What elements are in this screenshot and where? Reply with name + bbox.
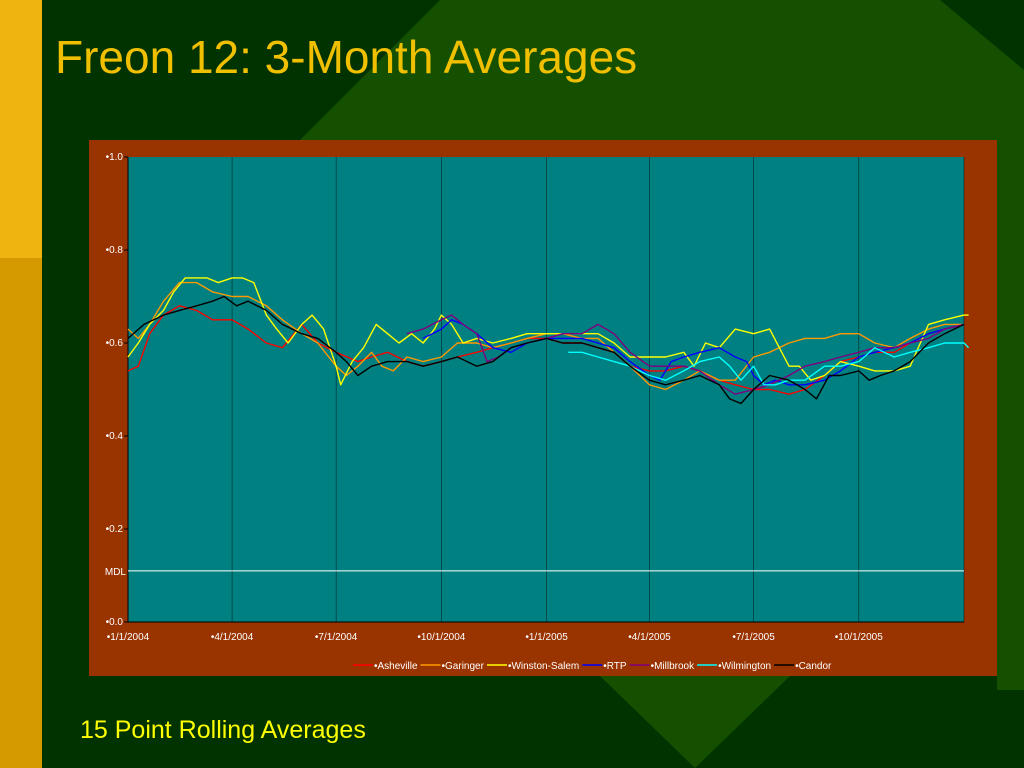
slide-subtitle: 15 Point Rolling Averages bbox=[80, 716, 366, 744]
background-triangle-right bbox=[997, 140, 1024, 690]
y-tick-label: •0.6 bbox=[106, 338, 124, 349]
series-line bbox=[127, 295, 965, 405]
x-tick-label: •1/1/2005 bbox=[525, 632, 568, 643]
x-tick-label: •1/1/2004 bbox=[107, 632, 150, 643]
x-tick-label: •7/1/2005 bbox=[732, 632, 775, 643]
x-tick-label: •7/1/2004 bbox=[315, 632, 358, 643]
left-bar-bottom bbox=[0, 258, 42, 768]
y-tick-label: •0.4 bbox=[106, 431, 124, 442]
background-triangle-corner bbox=[945, 0, 1024, 60]
chart-frame: •0.0 •0.2 •0.4 •0.6 •0.8 •1.0 •1/1/2004 •4/1/20… bbox=[89, 140, 997, 676]
y-tick-label: •0.2 bbox=[106, 524, 124, 535]
x-tick-label: •10/1/2004 bbox=[417, 632, 465, 643]
slide-title: Freon 12: 3-Month Averages bbox=[55, 31, 638, 83]
left-bar-top bbox=[0, 0, 42, 258]
legend-label: •Garinger bbox=[442, 661, 485, 672]
plot-area bbox=[128, 157, 964, 622]
legend-label: •Winston-Salem bbox=[508, 661, 579, 672]
legend-label: •RTP bbox=[603, 661, 627, 672]
series-line bbox=[568, 342, 970, 386]
legend-label: •Millbrook bbox=[651, 661, 696, 672]
series-line bbox=[406, 314, 965, 395]
x-tick-label: •10/1/2005 bbox=[835, 632, 883, 643]
series-line bbox=[127, 281, 964, 391]
series-line bbox=[127, 305, 965, 395]
x-tick-label: •4/1/2005 bbox=[628, 632, 671, 643]
y-tick-label: •1.0 bbox=[106, 152, 124, 163]
legend-label: •Wilmington bbox=[718, 661, 771, 672]
series-line bbox=[127, 277, 969, 386]
y-tick-label: •0.0 bbox=[106, 617, 124, 628]
y-tick-label: •0.8 bbox=[106, 245, 124, 256]
legend-label: •Asheville bbox=[374, 661, 418, 672]
x-tick-label: •4/1/2004 bbox=[211, 632, 254, 643]
background-triangle-upper bbox=[300, 0, 1024, 140]
legend-label: •Candor bbox=[795, 661, 832, 672]
series-line bbox=[422, 319, 965, 386]
line-chart: •0.0 •0.2 •0.4 •0.6 •0.8 •1.0 •1/1/2004 •4/1/20… bbox=[105, 152, 970, 672]
background-triangle-lower bbox=[600, 676, 790, 768]
mdl-label: MDL bbox=[105, 567, 127, 578]
